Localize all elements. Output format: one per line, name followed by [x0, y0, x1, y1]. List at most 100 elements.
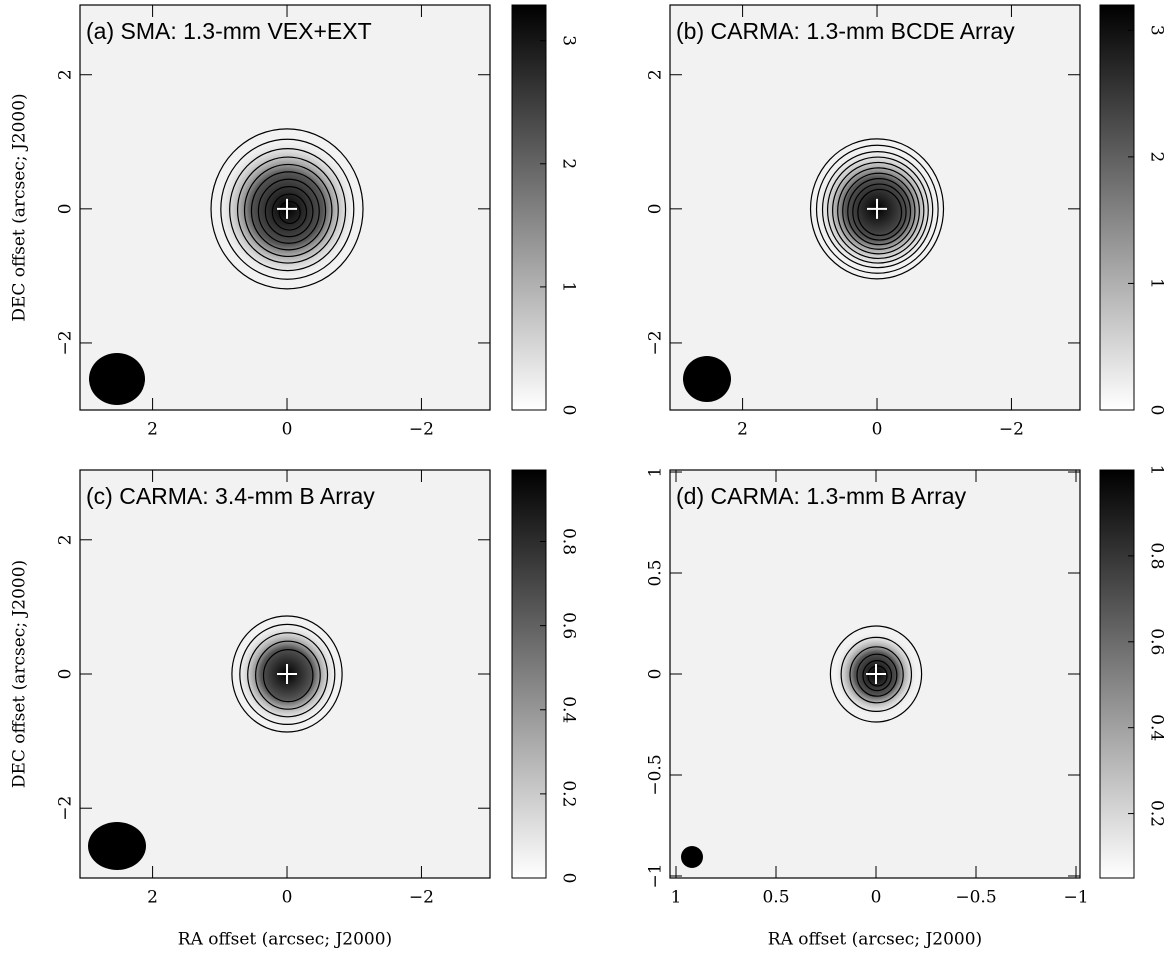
colorbar-tick-label: 3 — [1147, 25, 1167, 36]
contour — [247, 632, 329, 718]
contour — [809, 138, 945, 280]
contour — [229, 148, 347, 272]
colorbar-tick-label: 1 — [559, 281, 579, 292]
beam — [683, 356, 731, 402]
contour — [862, 659, 893, 692]
contour — [257, 178, 320, 244]
panel: 2 0 −2 −2 0 2 0 0.2 0.4 0.6 0.8 (c) CARMA: 3.4-mm B… — [10, 469, 579, 950]
contour — [847, 178, 912, 246]
colorbar-tick-label: 0.6 — [1147, 628, 1167, 655]
y-tick-label: 0.5 — [646, 559, 666, 586]
y-axis-label: DEC offset (arcsec; J2000) — [10, 560, 30, 788]
beam — [88, 822, 146, 870]
contour — [264, 186, 314, 238]
contour — [250, 171, 327, 251]
colorbar — [511, 469, 547, 879]
contour — [857, 188, 903, 237]
x-tick-label: −2 — [409, 420, 434, 440]
contour — [852, 183, 907, 241]
colorbar — [511, 4, 547, 411]
y-tick-label: −2 — [56, 796, 76, 821]
contour — [837, 167, 920, 255]
colorbar-tick-label: 0.6 — [559, 612, 579, 639]
y-tick-label: 0 — [56, 669, 76, 680]
plot-frame — [79, 4, 491, 411]
contour — [856, 653, 898, 697]
colorbar — [1099, 469, 1135, 879]
panel-title: (d) CARMA: 1.3-mm B Array — [676, 483, 967, 509]
colorbar-tick-label: 1 — [1147, 465, 1167, 476]
colorbar-tick-label: 0.8 — [1147, 542, 1167, 569]
y-tick-label: −1 — [646, 863, 666, 888]
contour — [262, 648, 314, 703]
contour — [255, 640, 321, 710]
contour — [220, 138, 355, 280]
x-tick-label: 2 — [147, 420, 158, 440]
y-tick-label: −0.5 — [646, 754, 666, 795]
contour — [826, 156, 929, 264]
x-tick-label: −0.5 — [955, 888, 996, 908]
colorbar-tick-label: 3 — [559, 35, 579, 46]
colorbar-tick-label: 1 — [1147, 278, 1167, 289]
colorbar — [1099, 4, 1135, 411]
x-axis-label: RA offset (arcsec; J2000) — [768, 930, 982, 950]
x-axis-label: RA offset (arcsec; J2000) — [178, 930, 392, 950]
colorbar-tick-label: 0.8 — [559, 528, 579, 555]
contour — [867, 665, 888, 687]
panel: 2 0 −2 −2 0 2 0 1 2 3 (b) CARMA: 1.3-mm BCDE Array — [646, 4, 1167, 440]
y-tick-label: 2 — [56, 534, 76, 545]
colorbar-tick-label: 0.4 — [559, 696, 579, 723]
colorbar-tick-label: 0.4 — [1147, 714, 1167, 741]
y-tick-label: 0 — [646, 203, 666, 214]
contour — [239, 623, 336, 726]
colorbar-tick-label: 0.2 — [1147, 800, 1167, 827]
y-tick-label: 2 — [56, 69, 76, 80]
x-tick-label: −1 — [1063, 888, 1088, 908]
colorbar-tick-label: 2 — [559, 158, 579, 169]
contour — [832, 161, 925, 260]
y-tick-label: 1 — [646, 467, 666, 478]
contour — [236, 156, 339, 264]
y-tick-label: 0 — [646, 669, 666, 680]
panel: 2 0 −2 −2 0 2 0 1 2 3 (a) SMA: 1.3-mm VEX+EXT DEC o… — [10, 4, 579, 440]
x-tick-label: −2 — [409, 888, 434, 908]
panel: 1 0.5 0 −0.5 −1 −1 −0.5 0 0.5 1 0.2 0.4 0.6 0.8 1 (d) C… — [646, 465, 1167, 950]
x-tick-label: −2 — [999, 420, 1024, 440]
panel-title: (c) CARMA: 3.4-mm B Array — [86, 483, 375, 509]
contour — [271, 193, 308, 231]
x-tick-label: 0 — [282, 420, 293, 440]
y-axis-label: DEC offset (arcsec; J2000) — [10, 93, 30, 321]
x-tick-label: 0 — [872, 420, 883, 440]
x-tick-label: 0.5 — [762, 888, 789, 908]
contour — [243, 163, 333, 258]
x-tick-label: 0 — [282, 888, 293, 908]
colorbar-tick-label: 0 — [559, 873, 579, 884]
y-tick-label: −2 — [56, 330, 76, 355]
y-tick-label: 2 — [646, 69, 666, 80]
panel-title: (b) CARMA: 1.3-mm BCDE Array — [676, 18, 1015, 44]
contour — [821, 151, 934, 269]
beam — [681, 846, 703, 868]
x-tick-label: 1 — [671, 888, 682, 908]
contour — [231, 615, 343, 733]
contour — [849, 646, 904, 704]
colorbar-tick-label: 2 — [1147, 151, 1167, 162]
x-tick-label: 2 — [737, 420, 748, 440]
contour — [840, 636, 913, 713]
y-tick-label: 0 — [56, 203, 76, 214]
y-tick-label: −2 — [646, 330, 666, 355]
x-tick-label: 0 — [871, 888, 882, 908]
plot-frame — [669, 4, 1081, 411]
colorbar-tick-label: 0 — [559, 405, 579, 416]
x-tick-label: 2 — [147, 888, 158, 908]
colorbar-tick-label: 0 — [1147, 405, 1167, 416]
beam — [89, 353, 145, 405]
contour — [815, 144, 939, 274]
contour — [210, 128, 364, 290]
colorbar-tick-label: 0.2 — [559, 780, 579, 807]
panel-title: (a) SMA: 1.3-mm VEX+EXT — [86, 18, 372, 44]
contour — [842, 172, 916, 250]
contour — [278, 200, 301, 225]
contour — [829, 625, 923, 723]
